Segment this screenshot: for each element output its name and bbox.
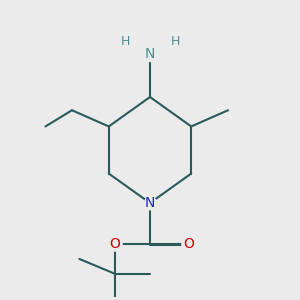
- Point: [112, 242, 117, 247]
- Text: H: H: [120, 34, 130, 48]
- Point: [186, 242, 191, 247]
- Point: [148, 52, 152, 57]
- Text: N: N: [145, 47, 155, 61]
- Text: N: N: [145, 196, 155, 210]
- Text: H: H: [170, 34, 180, 48]
- Text: O: O: [109, 237, 120, 251]
- Point: [148, 201, 152, 206]
- Text: O: O: [183, 237, 194, 251]
